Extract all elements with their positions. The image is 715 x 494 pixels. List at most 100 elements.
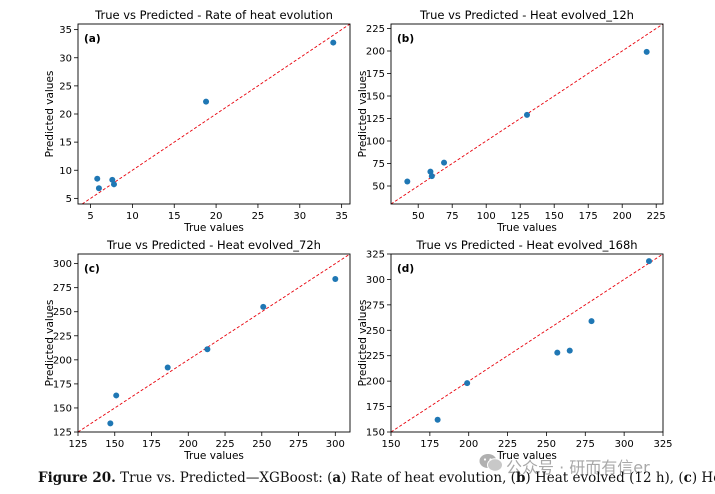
x-tick-label: 200: [459, 439, 478, 450]
y-axis-label: Predicted values: [44, 300, 56, 387]
x-tick-label: 250: [537, 439, 556, 450]
x-tick-label: 150: [545, 211, 564, 222]
x-tick-label: 50: [412, 211, 425, 222]
chart-panel-2: 50 75 100 125 150 175 200 225 50 75 100 125 150 175 20…: [357, 8, 666, 234]
y-tick-label: 150: [366, 92, 385, 103]
data-point: [588, 318, 595, 325]
y-tick-label: 10: [59, 166, 72, 177]
data-point: [427, 168, 434, 175]
y-tick-label: 125: [53, 428, 72, 439]
x-tick-label: 225: [647, 211, 666, 222]
y-axis-label: Predicted values: [44, 71, 56, 158]
x-tick-label: 225: [498, 439, 517, 450]
caption-part-4: ) Heat: [691, 470, 715, 486]
data-point: [524, 111, 530, 118]
y-tick-label: 150: [53, 403, 72, 414]
x-tick-label: 175: [142, 439, 161, 450]
identity-line: [78, 254, 350, 432]
x-tick-label: 20: [210, 211, 223, 222]
y-tick-label: 20: [59, 110, 72, 121]
chart-title: True vs Predicted - Heat evolved_72h: [106, 238, 321, 252]
y-tick-label: 225: [53, 331, 72, 342]
y-tick-label: 225: [366, 351, 385, 362]
x-tick-label: 300: [615, 439, 634, 450]
y-tick-label: 50: [372, 182, 385, 193]
x-tick-label: 150: [381, 439, 400, 450]
y-tick-label: 125: [366, 114, 385, 125]
data-point: [109, 176, 116, 183]
x-tick-label: 175: [420, 439, 439, 450]
chart-panel-3: 125 150 175 200 225 250 275 300 125 150 175 200 225 2…: [44, 238, 351, 462]
chart-panel-4: 150 175 200 225 250 275 300 325 150 175 200 225 250 2…: [357, 238, 673, 462]
panel-label: (b): [397, 33, 414, 45]
y-tick-label: 75: [372, 159, 385, 170]
panel-label: (a): [84, 33, 101, 45]
plot-frame: [390, 253, 664, 433]
y-tick-label: 275: [53, 283, 72, 294]
identity-line: [391, 254, 663, 432]
figure: 5 10 15 20 25 30 35 5 10 15 20 25 30 35 (a) True vs Pre…: [44, 8, 673, 462]
x-tick-label: 300: [326, 439, 345, 450]
x-tick-label: 275: [289, 439, 308, 450]
x-tick-label: 250: [252, 439, 271, 450]
y-tick-label: 25: [59, 81, 72, 92]
data-point: [113, 392, 120, 399]
y-tick-label: 325: [366, 250, 385, 261]
caption-part-2: ) Rate of heat evolution, (: [341, 470, 516, 486]
caption-part-1: True vs. Predicted—XGBoost: (: [120, 470, 333, 486]
caption-part-3: ) Heat evolved (12 h), (: [525, 470, 684, 486]
data-point: [566, 347, 573, 354]
x-tick-label: 125: [68, 439, 87, 450]
identity-line: [391, 24, 663, 204]
watermark-text: 公众号 · 研而有信er: [506, 458, 650, 477]
data-point: [464, 380, 471, 387]
caption-label: Figure 20.: [38, 470, 116, 486]
y-tick-label: 200: [366, 47, 385, 58]
x-tick-label: 125: [511, 211, 530, 222]
y-tick-label: 35: [59, 25, 72, 36]
x-tick-label: 10: [126, 211, 139, 222]
wechat-icon: [479, 454, 503, 472]
data-point: [646, 258, 653, 265]
x-tick-label: 325: [653, 439, 672, 450]
data-point: [204, 346, 211, 353]
x-tick-label: 200: [613, 211, 632, 222]
y-tick-label: 30: [59, 53, 72, 64]
data-point: [95, 185, 102, 192]
data-point: [110, 181, 117, 188]
x-tick-label: 25: [252, 211, 265, 222]
panel-label: (c): [84, 263, 100, 275]
y-tick-label: 175: [366, 402, 385, 413]
data-point: [107, 420, 114, 427]
data-point: [554, 349, 561, 356]
y-tick-label: 150: [366, 428, 385, 439]
y-tick-label: 250: [53, 307, 72, 318]
figure-caption: Figure 20. True vs. Predicted—XGBoost: (…: [38, 470, 715, 486]
y-axis-label: Predicted values: [357, 300, 369, 387]
data-point: [428, 173, 435, 180]
identity-line: [81, 24, 350, 204]
x-tick-label: 100: [477, 211, 496, 222]
chart-title: True vs Predicted - Heat evolved_12h: [419, 8, 634, 22]
x-axis-label: True values: [183, 450, 244, 462]
data-point: [332, 276, 339, 283]
y-tick-label: 200: [366, 377, 385, 388]
y-tick-label: 15: [59, 138, 72, 149]
x-tick-label: 15: [168, 211, 181, 222]
y-tick-label: 5: [66, 194, 72, 205]
x-axis-label: True values: [183, 222, 244, 234]
x-axis-label: True values: [496, 450, 557, 462]
chart-title: True vs Predicted - Heat evolved_168h: [415, 238, 637, 252]
x-tick-label: 5: [87, 211, 93, 222]
y-axis-label: Predicted values: [357, 71, 369, 158]
data-point: [164, 364, 171, 371]
y-tick-label: 300: [53, 259, 72, 270]
caption-ref-b: b: [515, 470, 526, 486]
data-point: [441, 159, 448, 166]
x-tick-label: 200: [179, 439, 198, 450]
caption-ref-c: c: [683, 470, 692, 486]
x-tick-label: 275: [576, 439, 595, 450]
data-point: [94, 175, 101, 182]
x-tick-label: 175: [579, 211, 598, 222]
chart-panel-1: 5 10 15 20 25 30 35 5 10 15 20 25 30 35 (a) True vs Pre…: [44, 8, 351, 234]
